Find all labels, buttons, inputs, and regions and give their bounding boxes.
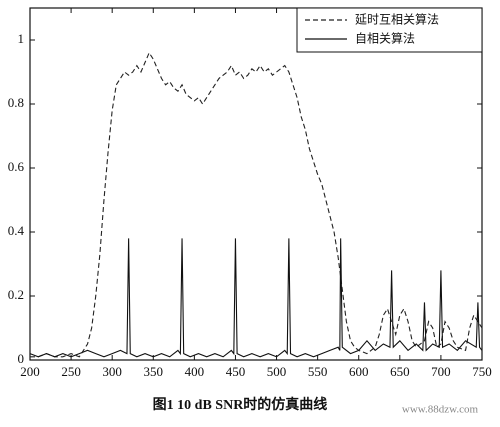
y-tick-label: 0.8 — [8, 95, 24, 110]
x-tick-label: 300 — [102, 364, 122, 379]
x-tick-label: 400 — [185, 364, 205, 379]
series-line — [30, 51, 483, 358]
legend-label: 自相关算法 — [355, 31, 415, 46]
x-tick-label: 450 — [226, 364, 246, 379]
x-tick-label: 750 — [472, 364, 492, 379]
x-tick-label: 250 — [61, 364, 81, 379]
y-tick-label: 0.6 — [8, 159, 25, 174]
x-tick-label: 200 — [20, 364, 40, 379]
watermark: www.88dzw.com — [402, 404, 479, 416]
x-tick-label: 650 — [390, 364, 410, 379]
y-tick-label: 0 — [18, 351, 25, 366]
x-tick-label: 600 — [349, 364, 369, 379]
x-tick-label: 350 — [144, 364, 164, 379]
y-tick-label: 0.4 — [8, 223, 25, 238]
x-tick-label: 550 — [308, 364, 328, 379]
x-tick-label: 700 — [431, 364, 451, 379]
legend-label: 延时互相关算法 — [355, 12, 439, 27]
x-tick-label: 500 — [267, 364, 287, 379]
legend-box — [296, 7, 483, 53]
y-tick-label: 1 — [18, 31, 25, 46]
y-tick-label: 0.2 — [8, 287, 24, 302]
series-line — [29, 238, 483, 358]
plot-frame — [29, 7, 483, 361]
caption: 图1 10 dB SNR时的仿真曲线 — [153, 396, 328, 413]
